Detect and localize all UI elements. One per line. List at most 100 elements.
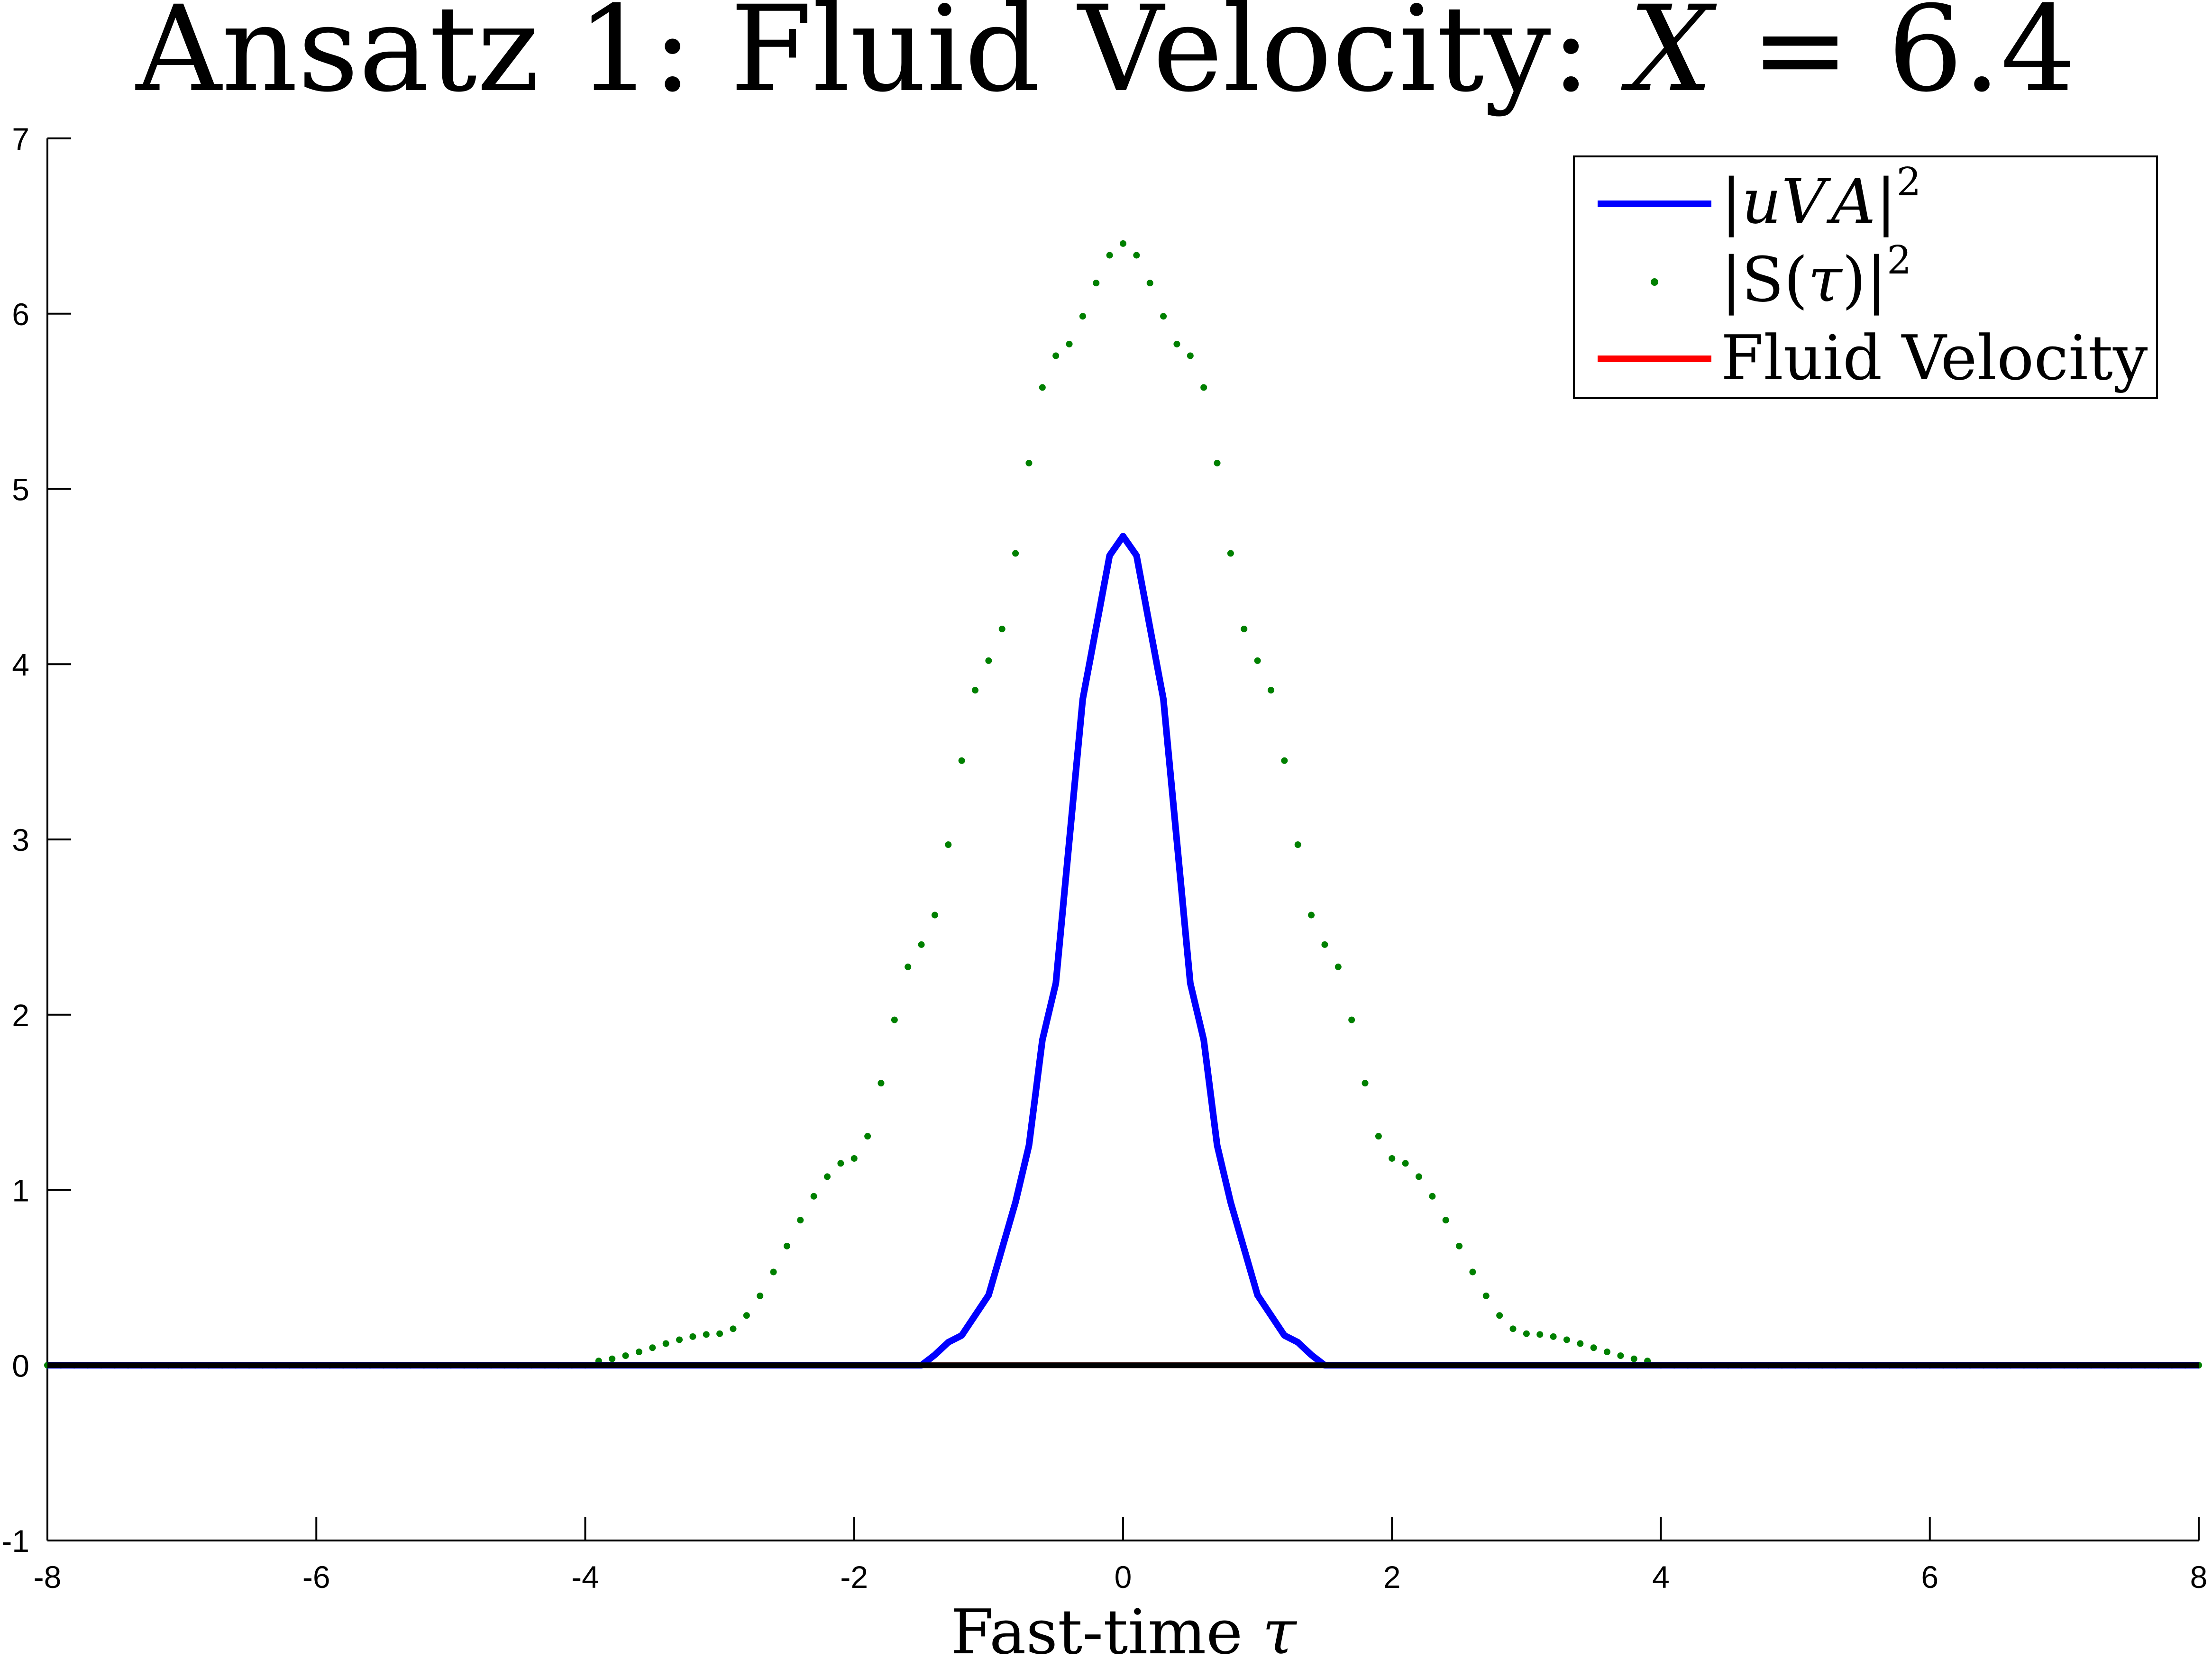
series-s-tau-point <box>730 1325 737 1332</box>
series-uva-line <box>47 533 2199 1369</box>
chart-title: Ansatz 1: Fluid Velocity: X = 6.4 <box>135 0 2076 118</box>
series-s-tau-point <box>1415 1173 1422 1180</box>
series-s-tau-point <box>770 1268 777 1276</box>
series-s-tau-point <box>1120 240 1126 247</box>
series-s-tau-point <box>1550 1333 1557 1340</box>
series-s-tau-point <box>877 1080 885 1087</box>
series-s-tau-point <box>905 963 912 970</box>
series-s-tau-point <box>609 1355 616 1362</box>
series-s-tau-point <box>1590 1344 1597 1351</box>
series-s-tau-point <box>1335 963 1342 970</box>
series-s-tau-point <box>958 757 965 764</box>
series-s-tau-point <box>1039 384 1046 391</box>
series-s-tau-point <box>783 1242 790 1249</box>
series-s-tau-point <box>1496 1312 1503 1319</box>
series-s-tau-point <box>1348 1016 1355 1023</box>
series-s-tau-point <box>622 1352 629 1359</box>
series-s-tau-point <box>1456 1242 1463 1249</box>
x-tick-label: 4 <box>1652 1559 1670 1595</box>
series-s-tau-point <box>1442 1217 1449 1224</box>
series-s-tau-point <box>1227 550 1234 557</box>
x-tick-label: -4 <box>571 1559 599 1595</box>
series-s-tau-point <box>810 1193 817 1200</box>
legend-label-s-tau: |S(τ)|2 <box>1721 238 1911 316</box>
series-s-tau-point <box>1254 657 1261 664</box>
y-tick-label: -1 <box>1 1523 29 1559</box>
series-s-tau-point <box>918 941 925 948</box>
series-s-tau-point <box>1133 252 1140 259</box>
x-tick-label: 8 <box>2190 1559 2208 1595</box>
x-axis-label-symbol: τ <box>1262 1596 1298 1659</box>
series-s-tau-point <box>797 1217 804 1224</box>
series-s-tau-point <box>1482 1292 1490 1299</box>
series-s-tau-point <box>824 1173 831 1180</box>
y-tick-label: 5 <box>12 472 29 507</box>
legend-uva-a: A <box>1827 165 1876 237</box>
series-s-tau-point <box>972 687 979 694</box>
series-s-tau-point <box>837 1160 844 1167</box>
series-s-tau-point <box>1214 459 1221 466</box>
x-tick-label: -8 <box>34 1559 62 1595</box>
chart-title-relation: = 6.4 <box>1713 0 2076 118</box>
y-tick-label: 2 <box>12 998 29 1033</box>
series-s-tau-point <box>1429 1193 1436 1200</box>
series-s-tau-point <box>1093 280 1100 287</box>
x-axis-ticks: -8 -6 -4 -2 0 2 4 6 8 <box>34 1517 2208 1595</box>
series-s-tau-point <box>716 1330 723 1337</box>
series-s-tau-point <box>1630 1355 1637 1362</box>
y-tick-label: 6 <box>12 297 29 332</box>
series-s-tau-point <box>1321 941 1328 948</box>
series-s-tau-point <box>743 1312 750 1319</box>
series-s-tau-point <box>931 912 938 919</box>
series-s-tau-point <box>1012 550 1019 557</box>
series-s-tau-point <box>1509 1325 1517 1332</box>
series-s-tau-point <box>1308 912 1315 919</box>
x-axis-label-text: Fast-time <box>951 1596 1262 1659</box>
series-s-tau-point <box>649 1344 656 1351</box>
series-s-tau-point <box>864 1133 871 1140</box>
series-s-tau-point <box>1469 1268 1476 1276</box>
series-s-tau-point <box>1617 1352 1624 1359</box>
series-s-tau-point <box>1536 1331 1544 1338</box>
series-s-tau-point <box>891 1016 898 1023</box>
series-s-tau-point <box>1106 252 1113 259</box>
series-s-tau-point <box>757 1292 764 1299</box>
series-s-tau-point <box>1604 1349 1611 1356</box>
series-s-tau-point <box>676 1336 683 1343</box>
series-s-tau-point <box>850 1155 858 1162</box>
series-s-tau-point <box>1025 459 1033 466</box>
series-s-tau-point <box>1160 313 1167 320</box>
series-s-tau-point <box>1294 841 1301 848</box>
series-s-tau-point <box>1402 1160 1409 1167</box>
series-s-tau-point <box>1362 1080 1369 1087</box>
series-s-tau-point <box>1577 1340 1584 1347</box>
series-s-tau-point <box>1052 352 1060 359</box>
series-s-tau-point <box>1389 1155 1396 1162</box>
y-tick-label: 7 <box>12 121 29 156</box>
series-s-tau-point <box>1079 313 1086 320</box>
series-s-tau-point <box>689 1333 696 1340</box>
series-s-tau-point <box>1267 687 1274 694</box>
series-s-tau-point <box>1066 340 1073 347</box>
legend-s-open: |S( <box>1721 244 1808 316</box>
y-axis-ticks: -1 0 1 2 3 4 5 6 7 <box>1 121 71 1559</box>
series-s-tau-point <box>1173 340 1180 347</box>
x-axis-label: Fast-time τ <box>951 1596 1297 1659</box>
x-tick-label: -6 <box>302 1559 330 1595</box>
y-tick-label: 4 <box>12 647 29 682</box>
series-s-tau-point <box>1200 384 1207 391</box>
x-tick-label: 0 <box>1115 1559 1132 1595</box>
x-tick-label: -2 <box>840 1559 868 1595</box>
legend-uva-bar-left: | <box>1721 165 1742 237</box>
series-s-tau-point <box>1281 757 1288 764</box>
legend-uva-bar-right: | <box>1876 165 1897 237</box>
series-s-tau-point <box>998 625 1005 632</box>
legend-s-close: )| <box>1842 244 1887 316</box>
legend-uva-exponent: 2 <box>1896 160 1921 205</box>
legend-uva-u: u <box>1742 165 1782 237</box>
chart-title-prefix: Ansatz 1: Fluid Velocity: <box>135 0 1629 118</box>
series-s-tau-point <box>945 841 952 848</box>
legend-label-fluid-velocity: Fluid Velocity <box>1721 322 2148 394</box>
series-s-tau-point <box>985 657 992 664</box>
y-tick-label: 0 <box>12 1348 29 1383</box>
